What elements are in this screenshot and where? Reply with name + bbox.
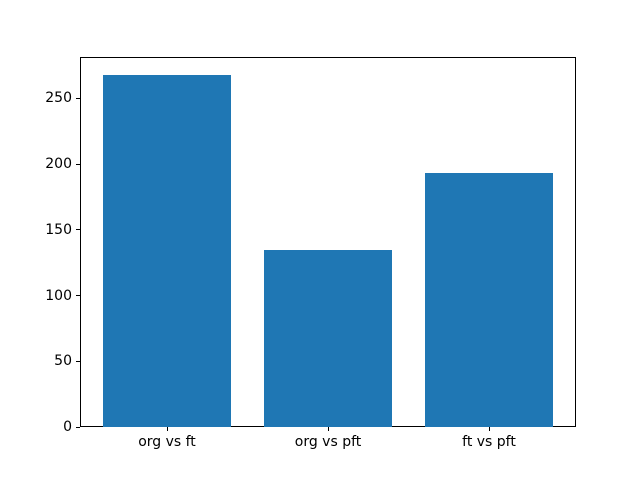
y-tick-mark: [76, 163, 80, 165]
y-tick-label: 0: [63, 419, 72, 435]
y-tick-mark: [76, 426, 80, 428]
y-tick-label: 200: [45, 156, 72, 172]
bar-org-vs-pft: [263, 249, 393, 427]
x-tick-label: org vs ft: [138, 434, 196, 450]
y-tick-mark: [76, 295, 80, 296]
y-tick-label: 150: [45, 221, 72, 238]
x-tick-mark: [488, 427, 490, 431]
bar-ft-vs-pft: [424, 173, 554, 427]
y-tick-label: 100: [45, 287, 72, 304]
y-tick-mark: [76, 97, 80, 99]
x-tick-mark: [166, 427, 168, 431]
y-tick-mark: [76, 229, 80, 231]
x-tick-label: org vs pft: [294, 434, 362, 450]
y-tick-label: 50: [54, 353, 72, 370]
y-tick-mark: [76, 360, 80, 362]
y-tick-label: 250: [45, 90, 72, 107]
x-tick-mark: [327, 427, 329, 431]
bar-org-vs-ft: [102, 74, 232, 427]
x-tick-label: ft vs pft: [462, 434, 516, 450]
